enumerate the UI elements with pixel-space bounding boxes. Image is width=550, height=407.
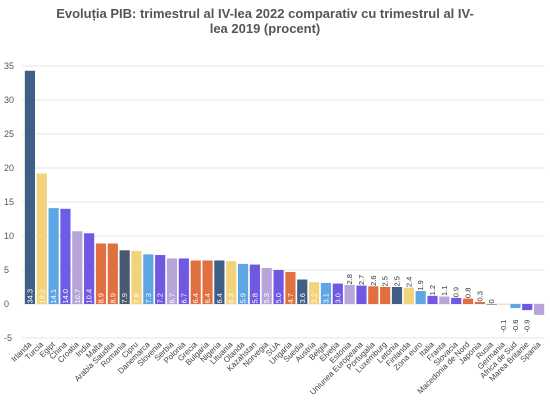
bar <box>474 301 485 304</box>
bar-value-label: 3.2 <box>310 293 319 303</box>
bar-value-label: 7.3 <box>144 293 153 303</box>
bar-value-label: 5.8 <box>250 293 259 303</box>
bar <box>143 254 154 304</box>
bar-value-label: 4.7 <box>286 293 295 303</box>
bar <box>226 261 237 304</box>
bar <box>107 243 118 304</box>
bar <box>415 291 426 304</box>
bar-value-label: 5.0 <box>274 293 283 303</box>
bar-value-label: 6.7 <box>168 293 177 303</box>
bar-value-label: 7.2 <box>156 293 165 303</box>
chart-title: Evoluția PIB: trimestrul al IV-lea 2022 … <box>56 6 474 36</box>
bar-value-label: 2.8 <box>345 274 354 284</box>
bar-value-label: 1.1 <box>440 286 449 296</box>
bar-value-label: 0.9 <box>452 287 461 297</box>
bar-value-label: 6.4 <box>215 293 224 303</box>
bar-value-label: 19.2 <box>37 289 46 304</box>
bar <box>332 283 343 304</box>
bar <box>119 250 130 304</box>
bar <box>155 255 166 304</box>
bar-value-label: -0.6 <box>511 320 520 333</box>
bar-value-label: 14.0 <box>61 289 70 304</box>
bar-value-label: 3.0 <box>333 293 342 303</box>
bar <box>309 282 320 304</box>
bar-value-label: 10.4 <box>85 289 94 304</box>
bar-value-label: 2.6 <box>369 275 378 285</box>
bar <box>84 233 95 304</box>
bar <box>462 298 474 304</box>
bar <box>95 243 107 304</box>
bar <box>356 285 367 304</box>
bar-value-label: 7.8 <box>132 293 141 303</box>
bar-value-label: 10.7 <box>73 289 82 304</box>
bar <box>522 304 533 311</box>
bar-value-label: 6.4 <box>191 293 200 303</box>
bar-value-label: 3.1 <box>321 293 330 303</box>
bar-value-label: 2.7 <box>357 275 366 285</box>
bar <box>510 304 521 309</box>
bar <box>486 304 497 305</box>
bar <box>285 272 296 304</box>
bar-value-label: 5.3 <box>262 293 271 303</box>
bar <box>427 295 438 304</box>
bar <box>249 264 260 304</box>
bar <box>214 260 225 304</box>
y-tick-label: -5 <box>4 333 12 343</box>
bar-value-label: 3.6 <box>298 293 307 303</box>
bar <box>166 258 178 304</box>
bar <box>391 287 403 304</box>
bar <box>190 260 201 304</box>
bar-value-label: -0.1 <box>499 320 508 333</box>
bar <box>439 296 450 304</box>
bar <box>344 284 355 304</box>
bar <box>72 231 83 304</box>
bar-value-label: 2.5 <box>381 276 390 286</box>
bar <box>533 304 545 315</box>
bar-value-label: 6.7 <box>179 293 188 303</box>
bar-value-label: 1.9 <box>416 280 425 290</box>
bar <box>403 287 414 304</box>
bar <box>36 173 47 304</box>
bar-value-label: 2.4 <box>404 277 413 287</box>
y-tick-label: 5 <box>4 265 9 275</box>
bar-value-label: 0.3 <box>475 291 484 301</box>
y-tick-label: 35 <box>4 61 14 71</box>
bar-value-label: 8.9 <box>108 293 117 303</box>
bar <box>498 304 509 305</box>
y-tick-label: 25 <box>4 129 14 139</box>
bar-value-label: 6.3 <box>227 293 236 303</box>
bar-value-label: 34.3 <box>25 289 34 304</box>
bar-value-label: 1.2 <box>428 285 437 295</box>
bar-value-label: 0.8 <box>464 288 473 298</box>
bar <box>202 260 213 304</box>
bar-value-label: 5.9 <box>239 293 248 303</box>
bar <box>380 287 391 304</box>
bar <box>451 297 462 304</box>
bar-value-label: 8.9 <box>96 293 105 303</box>
bar <box>48 208 59 304</box>
bar <box>24 70 36 304</box>
bar <box>178 258 189 304</box>
bar <box>237 263 249 304</box>
bar-value-label: 0 <box>487 299 496 303</box>
y-tick-label: 15 <box>4 197 14 207</box>
bar <box>261 267 272 304</box>
y-tick-label: 20 <box>4 163 14 173</box>
bar-value-label: 6.4 <box>203 293 212 303</box>
y-tick-label: 0 <box>4 299 9 309</box>
bar <box>60 208 71 304</box>
bar <box>131 250 142 304</box>
y-tick-label: 30 <box>4 95 14 105</box>
bar <box>368 286 379 304</box>
bar <box>273 270 284 304</box>
bar <box>297 279 308 304</box>
bar-value-label: 7.9 <box>120 293 129 303</box>
y-tick-label: 10 <box>4 231 14 241</box>
bar-value-label: 14.1 <box>49 289 58 304</box>
bar <box>320 282 332 304</box>
bar-value-label: 2.5 <box>392 276 401 286</box>
bar-value-label: -0.9 <box>523 320 532 333</box>
